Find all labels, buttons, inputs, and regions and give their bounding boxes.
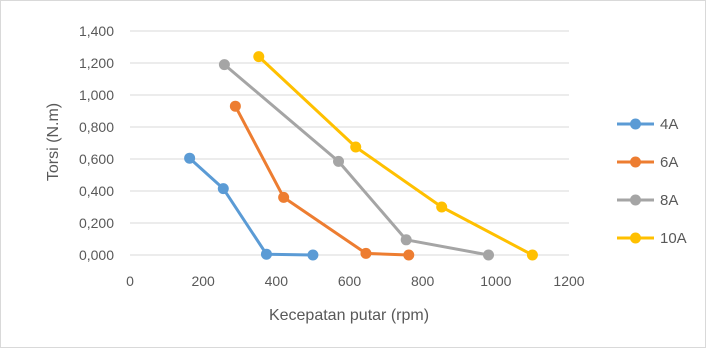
series-layer (184, 51, 538, 261)
y-tick-label: 1,200 (79, 55, 114, 71)
y-tick-label: 0,000 (79, 247, 114, 263)
data-point (217, 183, 229, 195)
data-point (333, 155, 345, 167)
x-tick-label: 400 (265, 273, 289, 289)
legend-marker (630, 156, 641, 168)
y-axis-ticks: 0,000 0,200 0,400 0,600 0,800 1,000 1,200 1,400 (79, 23, 114, 263)
data-point (278, 191, 290, 203)
data-point (184, 152, 196, 164)
gridlines (130, 30, 569, 256)
data-point (260, 248, 272, 260)
y-tick-label: 1,000 (79, 87, 114, 103)
x-tick-label: 0 (126, 273, 134, 289)
series-line (233, 104, 411, 257)
y-tick-label: 0,600 (79, 151, 114, 167)
data-point (360, 247, 372, 259)
data-point (253, 51, 265, 63)
x-tick-label: 1000 (480, 273, 511, 289)
x-tick-label: 1200 (553, 273, 584, 289)
legend-item: 8A (617, 192, 678, 209)
legend-item: 10A (617, 230, 687, 247)
legend-marker (630, 194, 641, 206)
y-tick-label: 0,200 (79, 215, 114, 231)
x-axis-ticks: 0 200 400 600 800 1000 1200 (126, 273, 585, 289)
series-6A (229, 100, 415, 261)
legend-label: 10A (660, 230, 687, 247)
legend-marker (630, 232, 641, 244)
series-line (222, 63, 491, 257)
series-4A (184, 152, 319, 261)
legend: 4A 6A 8A 10A (617, 116, 687, 247)
legend-marker (630, 118, 641, 130)
y-tick-label: 1,400 (79, 23, 114, 39)
x-tick-label: 600 (338, 273, 362, 289)
data-point (350, 141, 362, 153)
series-8A (218, 59, 495, 261)
data-point (526, 249, 538, 261)
x-axis-title: Kecepatan putar (rpm) (269, 307, 429, 324)
data-point (307, 249, 319, 261)
y-tick-label: 0,400 (79, 183, 114, 199)
series-10A (253, 51, 538, 261)
legend-label: 4A (660, 116, 678, 133)
series-line (188, 156, 315, 257)
x-tick-label: 800 (411, 273, 435, 289)
y-tick-label: 0,800 (79, 119, 114, 135)
legend-label: 8A (660, 192, 678, 209)
legend-item: 4A (617, 116, 678, 133)
data-point (436, 201, 448, 213)
x-tick-label: 200 (191, 273, 215, 289)
data-point (403, 249, 415, 261)
data-point (483, 249, 495, 261)
legend-item: 6A (617, 154, 678, 171)
y-axis-title: Torsi (N.m) (45, 103, 62, 181)
data-point (218, 59, 230, 71)
data-point (229, 100, 241, 112)
series-line (257, 55, 534, 257)
data-point (400, 234, 412, 246)
legend-label: 6A (660, 154, 678, 171)
